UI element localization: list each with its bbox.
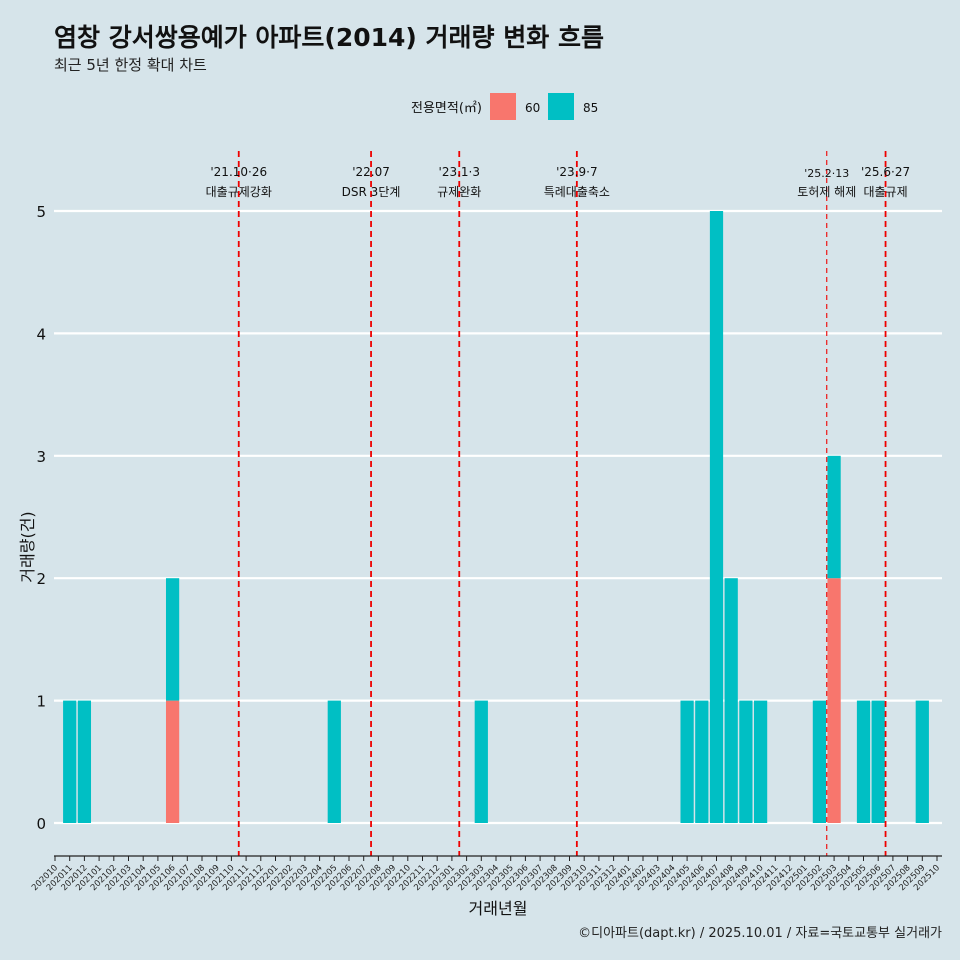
y-tick-label: 4 bbox=[36, 325, 46, 343]
bar-85-202405 bbox=[680, 700, 694, 823]
bar-60-202503 bbox=[827, 578, 841, 823]
bar-85-202502 bbox=[812, 700, 827, 823]
bar-85-202011 bbox=[63, 700, 77, 823]
y-tick-label: 5 bbox=[36, 203, 46, 221]
legend-label-85: 85 bbox=[583, 101, 598, 115]
legend-title: 전용면적(㎡) bbox=[411, 101, 482, 116]
bar-85-202012 bbox=[77, 700, 92, 823]
bar-85-202509 bbox=[915, 700, 929, 823]
y-tick-label: 2 bbox=[36, 570, 46, 588]
bar-85-202506 bbox=[871, 700, 885, 823]
y-tick-label: 3 bbox=[36, 448, 46, 466]
bar-85-202407 bbox=[709, 211, 724, 823]
bar-60-202106 bbox=[165, 700, 180, 823]
legend: 전용면적(㎡) 60 85 bbox=[411, 93, 598, 120]
y-tick-label: 1 bbox=[36, 693, 46, 711]
event-date-label: '21.10·26 bbox=[210, 165, 267, 179]
event-name-label: 규제완화 bbox=[437, 185, 481, 199]
legend-swatch-85 bbox=[548, 93, 574, 120]
event-date-label: '25.6·27 bbox=[861, 165, 910, 179]
y-tick-label: 0 bbox=[36, 815, 46, 833]
event-lines: '21.10·26 대출규제강화 '22.07 DSR 3단계 '23.1·3 규제완화 '… bbox=[206, 151, 910, 856]
bar-85-202505 bbox=[856, 700, 871, 823]
y-axis-title: 거래량(건) bbox=[18, 511, 37, 582]
x-axis-title: 거래년월 bbox=[469, 899, 528, 918]
source-caption: ©디아파트(dapt.kr) / 2025.10.01 / 자료=국토교통부 실… bbox=[578, 926, 942, 941]
bar-85-202106 bbox=[165, 578, 180, 701]
bar-85-202503 bbox=[827, 455, 841, 579]
legend-label-60: 60 bbox=[525, 101, 540, 115]
grid-lines bbox=[54, 209, 942, 825]
event-name-label: 토허제 해제 bbox=[797, 185, 856, 199]
bar-85-202409 bbox=[739, 700, 753, 823]
bar-85-202410 bbox=[753, 700, 768, 823]
chart-subtitle: 최근 5년 한정 확대 차트 bbox=[54, 56, 207, 74]
bar-85-202408 bbox=[724, 578, 738, 823]
event-date-label: '23.1·3 bbox=[439, 165, 480, 179]
bar-85-202205 bbox=[327, 700, 341, 823]
event-name-label: DSR 3단계 bbox=[342, 185, 401, 199]
event-date-label: '22.07 bbox=[352, 165, 390, 179]
bars bbox=[63, 211, 929, 823]
event-date-label: '25.2·13 bbox=[804, 167, 849, 180]
chart-title: 염창 강서쌍용예가 아파트(2014) 거래량 변화 흐름 bbox=[54, 23, 604, 52]
event-name-label: 대출규제 bbox=[863, 185, 907, 199]
event-name-label: 대출규제강화 bbox=[206, 185, 272, 199]
event-name-label: 특례대출축소 bbox=[544, 185, 610, 199]
legend-swatch-60 bbox=[490, 93, 516, 120]
bar-85-202406 bbox=[695, 700, 709, 823]
event-date-label: '23.9·7 bbox=[556, 165, 597, 179]
bar-85-202303 bbox=[474, 700, 488, 823]
